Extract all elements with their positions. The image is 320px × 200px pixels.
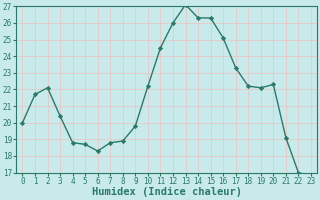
X-axis label: Humidex (Indice chaleur): Humidex (Indice chaleur): [92, 187, 242, 197]
